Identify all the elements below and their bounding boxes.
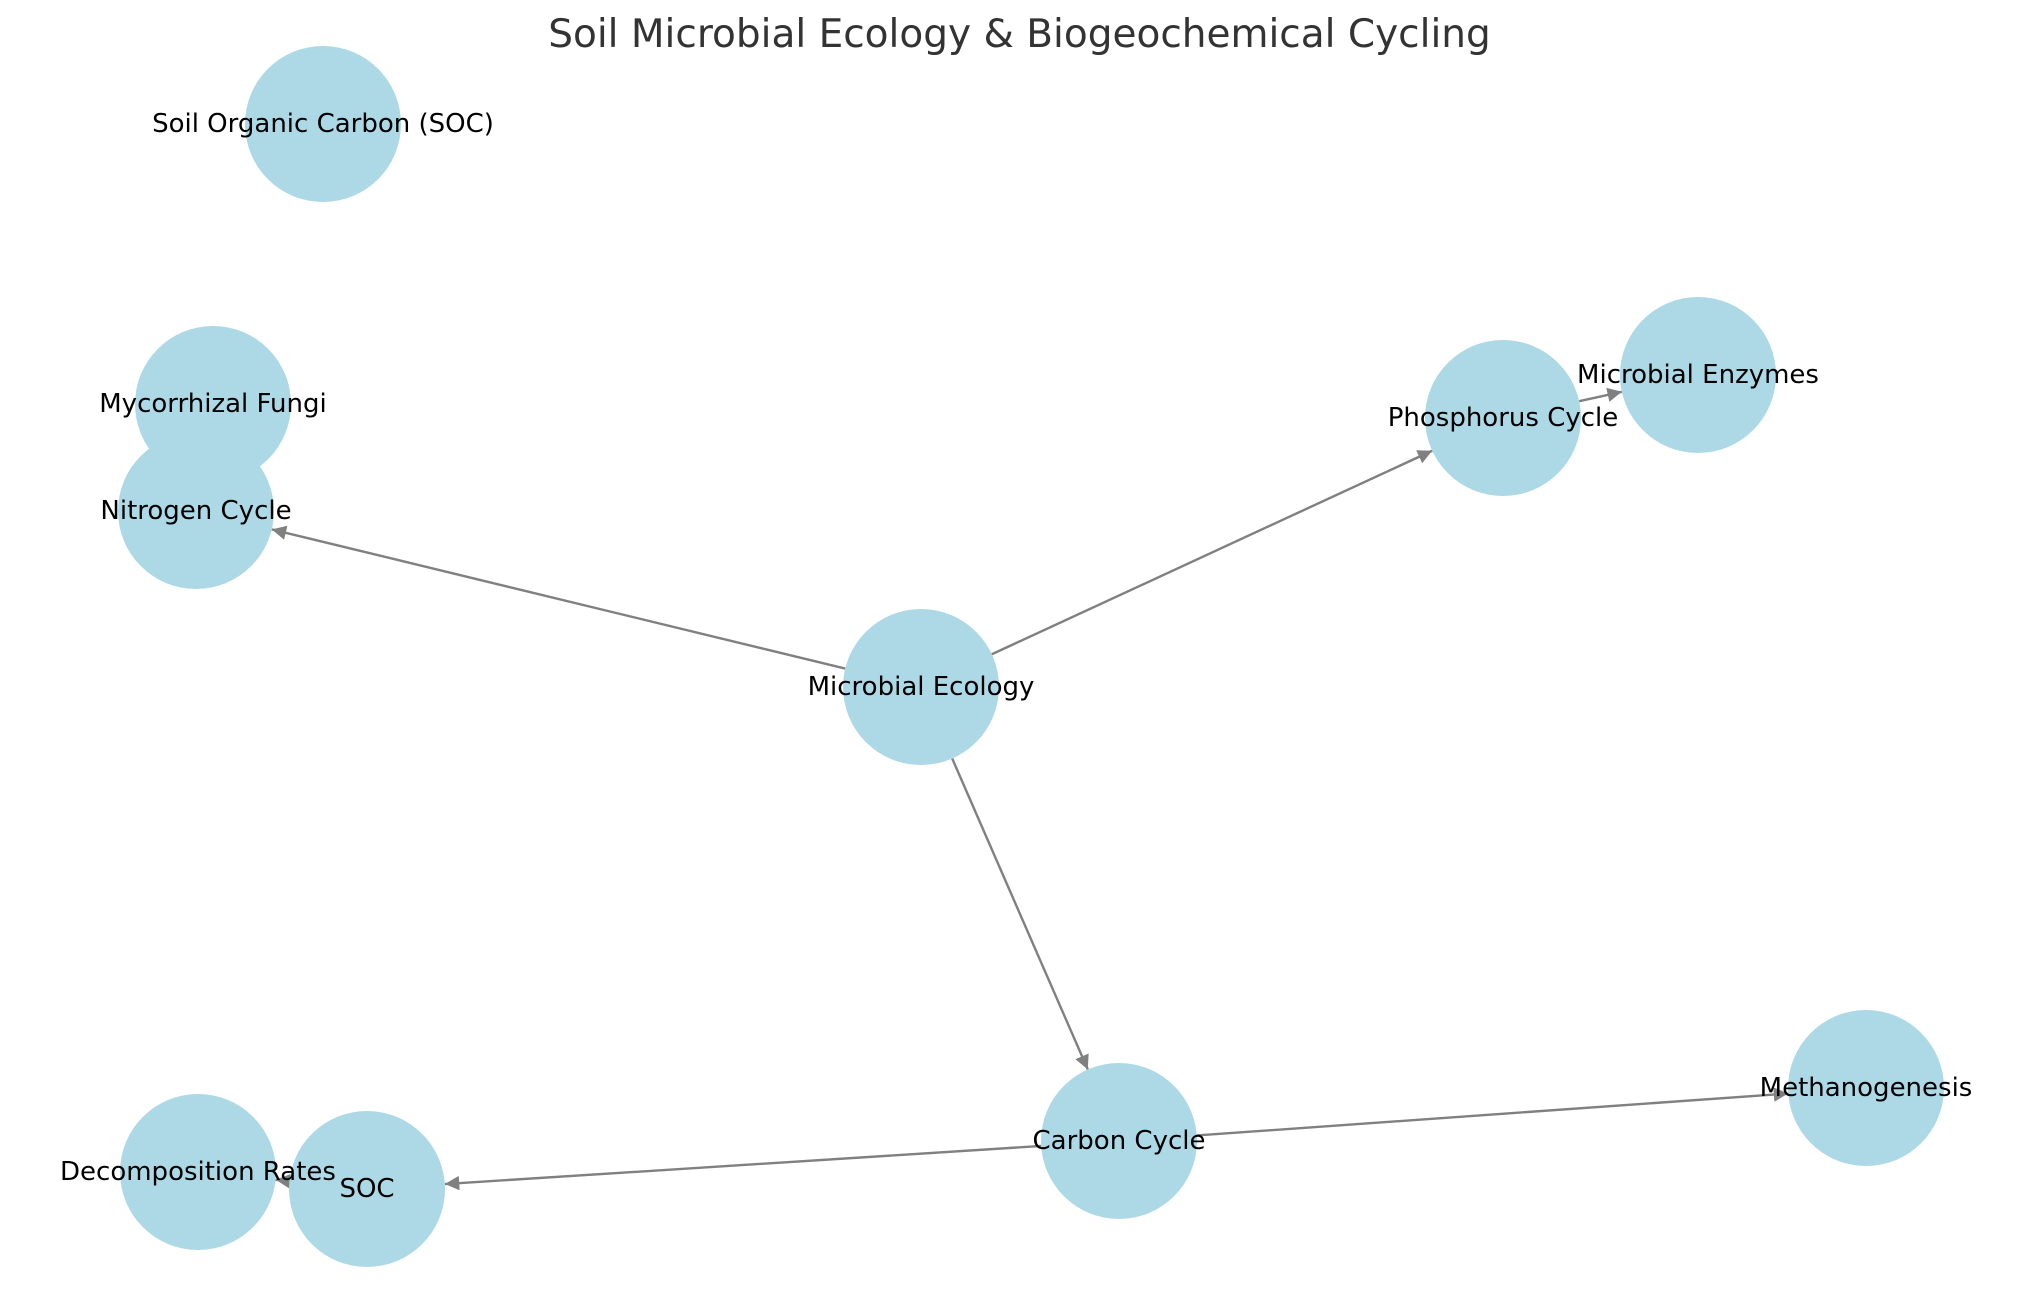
edge-phosphorus-to-enzymes — [1578, 387, 1623, 403]
labels-layer: Soil Organic Carbon (SOC) Mycorrhizal Fun… — [60, 109, 1972, 1204]
node-soc[interactable] — [289, 1111, 445, 1267]
node-label-enzymes: Microbial Enzymes — [1577, 360, 1819, 390]
nodes-layer — [118, 46, 1944, 1267]
node-carbon[interactable] — [1041, 1063, 1197, 1219]
edge-carbon-to-soc — [444, 1144, 1042, 1191]
node-label-carbon: Carbon Cycle — [1033, 1126, 1206, 1156]
node-label-nitrogen: Nitrogen Cycle — [100, 496, 291, 526]
node-label-mycorrhizal: Mycorrhizal Fungi — [99, 389, 326, 419]
node-microbial_ecology[interactable] — [843, 609, 999, 765]
edge-microbial_ecology-to-phosphorus — [991, 449, 1433, 656]
node-decomposition[interactable] — [120, 1094, 276, 1250]
node-phosphorus[interactable] — [1425, 340, 1581, 496]
node-enzymes[interactable] — [1620, 297, 1776, 453]
edges-layer — [271, 387, 1789, 1191]
edge-microbial_ecology-to-carbon — [951, 758, 1089, 1070]
edge-soc-to-decomposition — [275, 1174, 291, 1189]
node-methanogenesis[interactable] — [1788, 1010, 1944, 1166]
node-soc_full[interactable] — [245, 46, 401, 202]
node-nitrogen[interactable] — [118, 433, 274, 589]
node-label-soc: SOC — [339, 1174, 394, 1204]
diagram-title: Soil Microbial Ecology & Biogeochemical … — [548, 12, 1491, 57]
node-label-phosphorus: Phosphorus Cycle — [1388, 403, 1619, 433]
node-label-decomposition: Decomposition Rates — [60, 1157, 336, 1187]
node-label-microbial_ecology: Microbial Ecology — [808, 672, 1035, 702]
edge-microbial_ecology-to-nitrogen — [271, 525, 846, 670]
edge-carbon-to-methanogenesis — [1196, 1087, 1789, 1137]
node-label-methanogenesis: Methanogenesis — [1760, 1073, 1973, 1103]
node-label-soc_full: Soil Organic Carbon (SOC) — [152, 109, 494, 139]
